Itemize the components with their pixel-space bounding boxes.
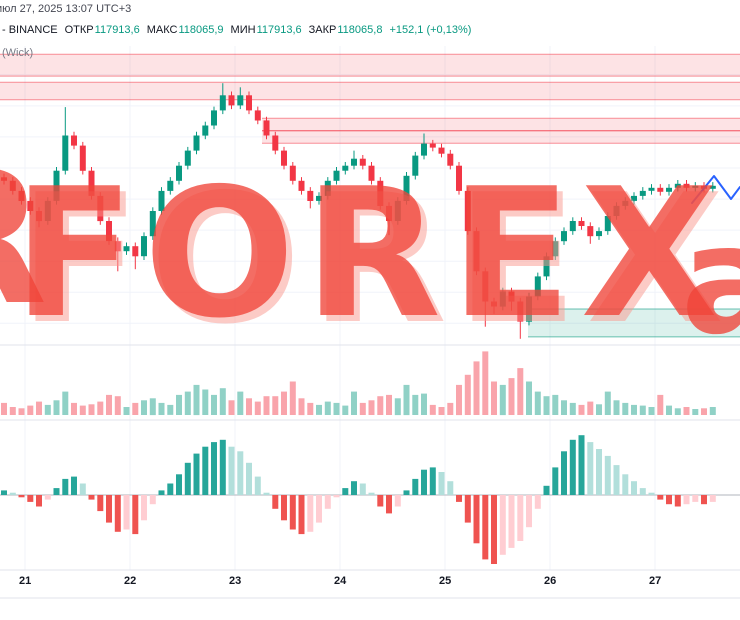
low-label: МИН: [230, 24, 256, 36]
symbol-label[interactable]: - BINANCE: [2, 24, 58, 36]
x-axis-label-25: 25: [439, 575, 452, 587]
low-pair: МИН117913,6: [231, 24, 302, 36]
x-axis-label-26: 26: [544, 575, 557, 587]
datetime-label: июл 27, 2025 13:07 UTC+3: [0, 3, 132, 15]
close-pair: ЗАКР118065,8: [309, 24, 383, 36]
low-value: 117913,6: [256, 24, 302, 36]
open-label: ОТКР: [64, 24, 94, 36]
high-value: 118065,9: [178, 24, 224, 36]
change-label: +152,1 (+0,13%): [389, 24, 472, 36]
time-axis[interactable]: 21 22 23 24 25 26 27: [0, 570, 740, 598]
x-axis-label-22: 22: [124, 575, 137, 587]
x-axis-label-24: 24: [334, 575, 347, 587]
x-axis-label-27: 27: [649, 575, 662, 587]
high-label: МАКС: [146, 24, 178, 36]
open-pair: ОТКР117913,6: [65, 24, 140, 36]
x-axis-label-21: 21: [19, 575, 32, 587]
close-value: 118065,8: [337, 24, 383, 36]
high-pair: МАКС118065,9: [147, 24, 224, 36]
close-label: ЗАКР: [308, 24, 337, 36]
indicator-label: (Wick): [2, 47, 34, 59]
open-value: 117913,6: [94, 24, 140, 36]
ohlc-legend: - BINANCE ОТКР117913,6 МАКС118065,9 МИН1…: [2, 24, 471, 36]
x-axis-label-23: 23: [229, 575, 242, 587]
